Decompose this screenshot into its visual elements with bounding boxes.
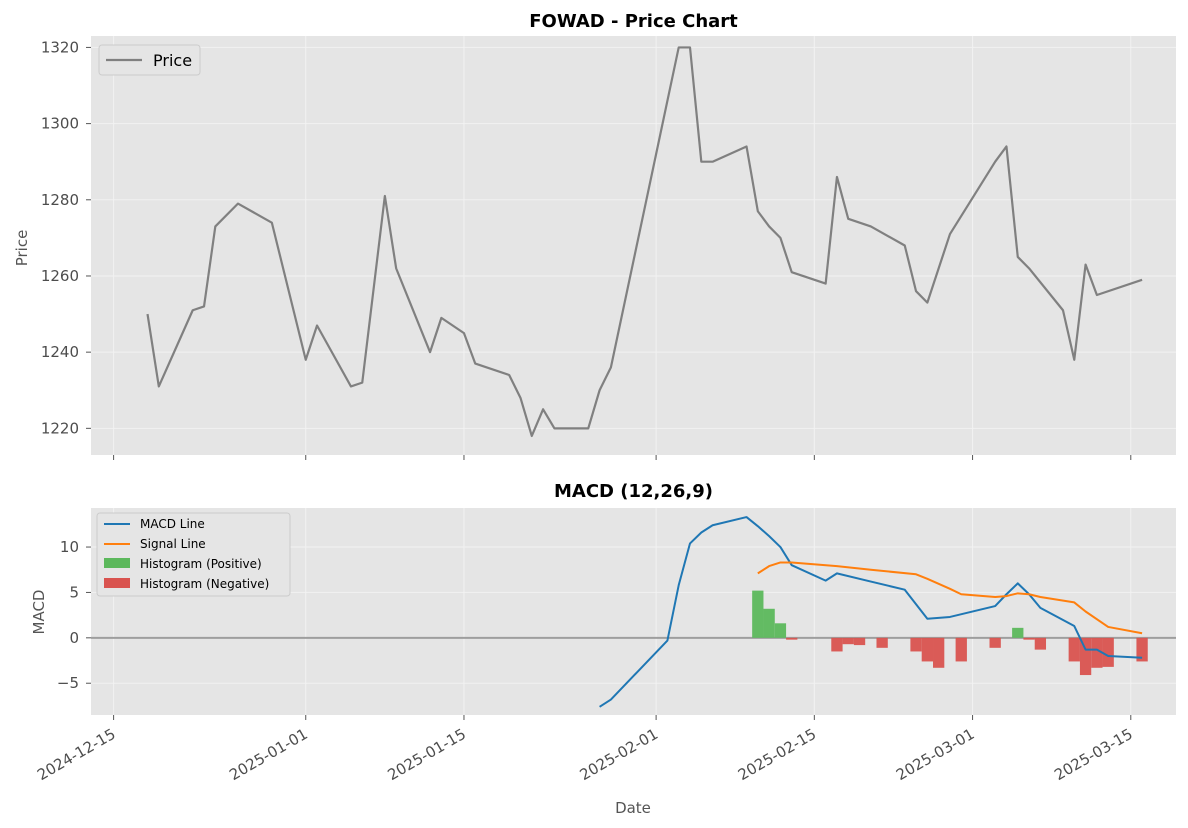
histogram-positive-legend-swatch [104, 558, 130, 568]
price-y-tick-label: 1260 [41, 267, 79, 285]
histogram-negative-bar [1034, 637, 1047, 650]
signal-line-legend-label: Signal Line [140, 537, 206, 551]
histogram-negative-bar [1068, 637, 1080, 662]
macd-y-axis-label: MACD [30, 590, 48, 635]
price-y-tick-label: 1320 [41, 38, 79, 56]
price-y-tick-label: 1220 [41, 419, 79, 437]
histogram-negative-bar [853, 637, 866, 646]
x-axis-label: Date [615, 799, 651, 817]
histogram-negative-bar [989, 637, 1001, 648]
price-series-line [146, 46, 1143, 438]
histogram-negative-bar [876, 637, 888, 648]
price-legend: Price [98, 44, 201, 76]
price-y-tick-label: 1240 [41, 343, 79, 361]
price-chart-panel: 1220 1240 1260 1280 1300 1320 FOWAD - Price C… [13, 11, 1176, 460]
macd-line-legend-label: MACD Line [140, 517, 205, 531]
histogram-positive-bar [774, 623, 787, 638]
histogram-positive-bar [1012, 627, 1024, 638]
price-chart-title: FOWAD - Price Chart [529, 11, 738, 32]
histogram-negative-bar [786, 637, 798, 640]
histogram-negative-legend-label: Histogram (Negative) [140, 577, 269, 591]
histogram-positive-bar [763, 608, 775, 638]
histogram-negative-bar [842, 637, 854, 645]
macd-legend-box [96, 512, 291, 597]
price-tick-layer: 1220 1240 1260 1280 1300 1320 [41, 38, 1132, 460]
price-y-tick-label: 1300 [41, 115, 79, 133]
x-tick-label: 2025-02-15 [735, 725, 820, 784]
price-gridlines [91, 36, 1176, 455]
histogram-negative-bar [1079, 637, 1092, 676]
macd-series-layer [91, 516, 1176, 708]
histogram-negative-bar [831, 637, 843, 652]
x-tick-label: 2025-01-15 [384, 725, 469, 784]
price-legend-box [98, 44, 201, 76]
signal-line [757, 561, 1143, 635]
macd-y-tick-label: 0 [69, 629, 79, 647]
price-legend-label: Price [153, 51, 192, 70]
histogram-negative-bar [1102, 637, 1114, 667]
x-tick-label: 2025-03-15 [1051, 725, 1136, 784]
macd-line [599, 516, 1143, 708]
x-tick-label: 2024-12-15 [34, 725, 119, 784]
histogram-negative-bar [910, 637, 922, 652]
macd-legend: MACD Line Signal Line Histogram (Positiv… [96, 512, 291, 597]
histogram-negative-bar [921, 637, 933, 662]
price-series-layer [146, 46, 1143, 438]
macd-chart-title: MACD (12,26,9) [554, 481, 713, 502]
histogram-negative-legend-swatch [104, 578, 130, 588]
macd-y-tick-label: 5 [69, 583, 79, 601]
histogram-negative-bar [933, 637, 945, 668]
histogram-negative-bar [1023, 637, 1035, 640]
histogram-negative-bar [955, 637, 967, 662]
histogram-positive-bar [752, 590, 764, 638]
price-y-axis-label: Price [13, 230, 31, 267]
price-plot-area [91, 36, 1176, 455]
histogram-negative-bar [1091, 637, 1103, 668]
macd-chart-panel: −5 0 5 10 2024-12-15 2025-01-01 2025-01-15 2025… [30, 481, 1176, 817]
macd-y-tick-label: 10 [60, 538, 79, 556]
price-y-tick-label: 1280 [41, 191, 79, 209]
x-tick-label: 2025-02-01 [577, 725, 662, 784]
histogram-positive-legend-label: Histogram (Positive) [140, 557, 262, 571]
macd-y-tick-label: −5 [57, 674, 79, 692]
x-tick-label: 2025-01-01 [226, 725, 311, 784]
histogram-negative-bar [1136, 637, 1148, 662]
x-tick-label: 2025-03-01 [893, 725, 978, 784]
